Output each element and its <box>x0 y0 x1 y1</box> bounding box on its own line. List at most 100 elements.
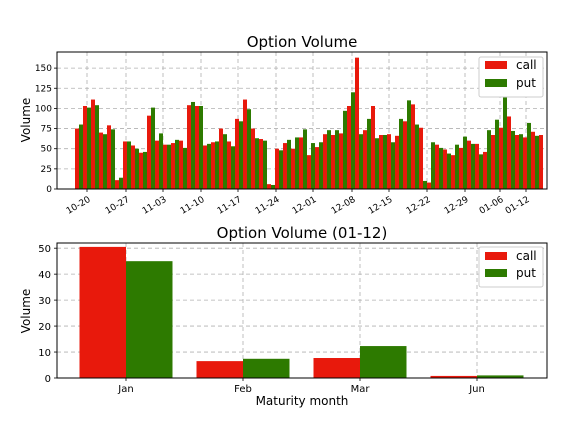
y-tick-label: 25 <box>41 165 52 175</box>
bar-call <box>139 152 143 189</box>
bar-call <box>75 128 79 189</box>
bar-put <box>327 130 331 189</box>
x-tick-label: 11-24 <box>254 195 282 217</box>
y-tick-label: 30 <box>38 296 51 307</box>
bar-call <box>307 155 311 189</box>
chart1-y-ticks: 0 25 50 75 100 125 150 <box>35 64 57 195</box>
bar-call <box>507 116 511 189</box>
bar-call <box>211 142 215 189</box>
chart1-title: Option Volume <box>247 33 358 51</box>
bar-put <box>343 110 347 189</box>
chart2-y-ticks: 0 10 20 30 40 50 <box>38 244 57 385</box>
x-tick-label: 12-29 <box>443 195 471 217</box>
bar-put <box>391 142 395 189</box>
y-tick-label: 20 <box>38 322 51 333</box>
bar-call <box>275 148 279 189</box>
bar-put <box>471 143 475 189</box>
chart1-ylabel: Volume <box>19 98 33 143</box>
bar-put <box>439 147 443 189</box>
bar-put <box>335 130 339 189</box>
bar-call <box>251 128 255 189</box>
bar-call <box>147 115 151 189</box>
bar-call <box>91 99 95 189</box>
bar-call <box>203 145 207 189</box>
bar-put <box>447 153 451 189</box>
bar-call <box>291 148 295 189</box>
bar-call <box>299 137 303 189</box>
x-tick-label: 12-15 <box>367 195 395 217</box>
x-tick-label: 12-08 <box>330 195 358 217</box>
bar-put <box>127 141 131 189</box>
bar-put <box>247 109 251 189</box>
y-tick-label: 50 <box>41 145 53 155</box>
bar-call <box>283 143 287 189</box>
x-tick-label: Feb <box>234 384 252 395</box>
bar-call <box>531 131 535 189</box>
bar-put <box>311 143 315 189</box>
bar-call <box>131 145 135 189</box>
bar-put <box>103 134 107 189</box>
bar-put <box>351 92 355 189</box>
bar-call <box>515 135 519 189</box>
bar-put <box>423 180 427 189</box>
bar-put <box>503 97 507 189</box>
bar-put <box>519 134 523 189</box>
bar-put <box>207 143 211 189</box>
bar-put <box>479 154 483 189</box>
bar-put <box>431 142 435 189</box>
bar-put <box>199 105 203 189</box>
bar-call <box>331 135 335 189</box>
bar-call <box>313 358 360 378</box>
bar-put <box>167 144 171 189</box>
bar-put <box>183 147 187 189</box>
bar-put <box>239 121 243 189</box>
x-tick-label: Jun <box>468 384 485 395</box>
bar-call <box>387 134 391 189</box>
bar-put <box>279 150 283 189</box>
bar-put <box>477 375 524 378</box>
bar-call <box>459 147 463 189</box>
bar-put <box>111 129 115 189</box>
y-tick-label: 40 <box>38 270 51 281</box>
bar-call <box>427 182 431 189</box>
chart1-legend-put-swatch <box>485 79 507 87</box>
bar-call <box>79 246 126 378</box>
bar-put <box>527 122 531 189</box>
bar-put <box>175 139 179 189</box>
bar-call <box>430 375 477 378</box>
y-tick-label: 50 <box>38 244 51 255</box>
bar-put <box>463 136 467 189</box>
chart1-legend-put-label: put <box>516 76 536 90</box>
x-tick-label: 11-03 <box>141 195 169 217</box>
bar-call <box>379 135 383 189</box>
x-tick-label: Jan <box>117 384 133 395</box>
bar-put <box>135 148 139 189</box>
bar-put <box>87 107 91 189</box>
bar-call <box>363 130 367 189</box>
bar-call <box>235 118 239 189</box>
bar-put <box>126 261 173 378</box>
chart1-legend-call-swatch <box>485 61 507 69</box>
chart1-x-ticks: 10-20 10-27 11-03 11-10 11-17 11-24 12-01 12-08… <box>65 189 532 217</box>
bar-call <box>99 132 103 189</box>
y-tick-label: 100 <box>35 104 52 114</box>
bar-put <box>151 107 155 189</box>
bar-put <box>535 135 539 189</box>
bar-call <box>315 147 319 189</box>
bar-put <box>159 133 163 189</box>
bar-put <box>95 105 99 189</box>
chart2-legend-put-label: put <box>516 266 536 280</box>
chart2-xlabel: Maturity month <box>256 394 349 408</box>
x-tick-label: 12-22 <box>405 195 433 217</box>
bar-put <box>191 101 195 189</box>
bar-call <box>171 143 175 189</box>
bar-call <box>123 141 127 189</box>
y-tick-label: 0 <box>46 185 52 195</box>
chart2-x-ticks: Jan Feb Mar Jun <box>117 378 485 395</box>
bar-put <box>487 130 491 189</box>
bar-put <box>495 119 499 189</box>
bar-call <box>395 135 399 189</box>
bar-put <box>119 177 123 189</box>
x-tick-label: 11-17 <box>216 195 244 217</box>
